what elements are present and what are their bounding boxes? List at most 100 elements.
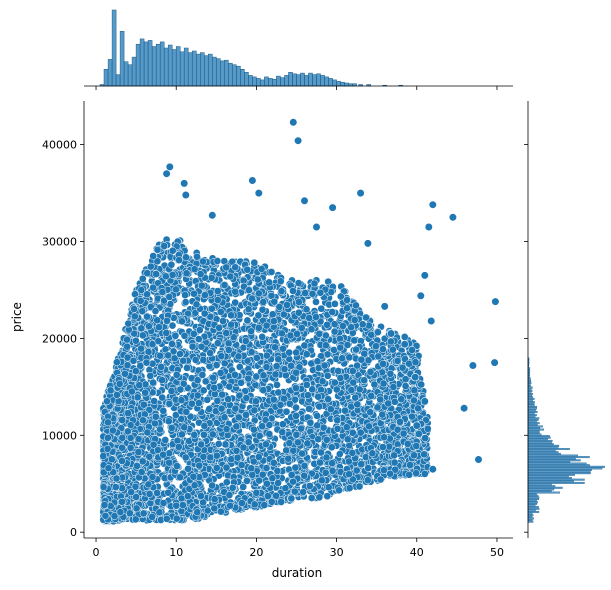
histogram-bar — [240, 69, 245, 87]
scatter-point — [254, 323, 263, 332]
scatter-point — [199, 498, 207, 507]
scatter-point — [268, 474, 277, 483]
histogram-bar — [135, 43, 141, 87]
histogram-bar — [527, 473, 575, 476]
histogram-bar — [111, 9, 117, 87]
histogram-bar — [527, 452, 561, 455]
histogram-bar — [527, 431, 540, 434]
scatter-point — [237, 378, 245, 387]
scatter-point — [250, 258, 259, 267]
scatter-point — [258, 305, 267, 314]
histogram-bar — [527, 428, 545, 431]
scatter-point — [168, 271, 177, 279]
scatter-point — [390, 397, 399, 406]
scatter-point — [328, 466, 337, 475]
scatter-point — [231, 370, 239, 379]
histogram-bar — [340, 81, 345, 87]
scatter-point — [373, 403, 382, 412]
histogram-bar — [236, 65, 241, 87]
scatter-point — [317, 448, 325, 457]
scatter-point — [201, 291, 209, 299]
scatter-point — [145, 322, 153, 331]
scatter-point — [292, 430, 301, 439]
scatter-point — [200, 422, 209, 430]
scatter-point — [225, 491, 234, 499]
histogram-bar — [131, 56, 137, 87]
scatter-point — [179, 501, 187, 509]
scatter-point — [274, 388, 283, 397]
scatter-point — [222, 263, 231, 272]
histogram-bar — [139, 38, 145, 87]
scatter-point — [269, 458, 278, 467]
scatter-point — [351, 393, 360, 402]
histogram-bar — [248, 75, 253, 87]
scatter-point — [302, 305, 311, 314]
scatter-point — [285, 399, 294, 408]
scatter-point — [353, 400, 362, 409]
scatter-point — [193, 252, 201, 261]
histogram-bar — [264, 76, 269, 87]
histogram-bar — [527, 504, 536, 507]
histogram-bar — [212, 56, 217, 87]
scatter-point — [208, 481, 216, 490]
scatter-point — [274, 479, 282, 487]
histogram-bar — [527, 391, 532, 394]
scatter-point — [141, 388, 150, 397]
scatter-point — [155, 508, 164, 517]
scatter-point — [324, 395, 332, 403]
histogram-bar — [204, 55, 209, 87]
scatter-point — [274, 355, 283, 364]
histogram-bar — [256, 78, 261, 87]
histogram-bar — [220, 60, 225, 87]
histogram-bar — [163, 47, 169, 87]
scatter-point — [276, 277, 285, 286]
scatter-point — [292, 403, 300, 412]
histogram-bar — [527, 486, 563, 489]
histogram-bar — [183, 47, 189, 87]
histogram-bar — [147, 40, 153, 87]
scatter-point — [292, 412, 300, 420]
histogram-bar — [527, 496, 540, 499]
histogram-bar — [527, 389, 533, 392]
scatter-point — [285, 439, 294, 447]
scatter-point — [208, 430, 217, 439]
histogram-bar — [296, 74, 301, 87]
histogram-bar — [527, 490, 552, 492]
scatter-point — [224, 346, 233, 354]
scatter-point — [397, 395, 406, 404]
scatter-point — [333, 424, 342, 433]
scatter-point — [247, 464, 256, 473]
scatter-point — [264, 492, 272, 500]
scatter-point — [254, 453, 263, 461]
scatter-point — [334, 367, 343, 375]
scatter-point — [294, 279, 303, 287]
scatter-point — [159, 450, 167, 459]
scatter-point — [139, 400, 148, 409]
scatter-point — [210, 504, 219, 513]
scatter-point — [262, 464, 271, 472]
scatter-point — [250, 500, 259, 509]
scatter-point — [118, 416, 127, 424]
scatter-point — [167, 387, 176, 395]
scatter-point — [389, 345, 397, 354]
scatter-point — [315, 493, 324, 502]
scatter-point — [312, 298, 320, 306]
scatter-point — [278, 428, 287, 437]
histogram-bar — [127, 64, 133, 87]
histogram-bar — [344, 82, 349, 87]
scatter-point — [278, 329, 286, 338]
histogram-bar — [143, 41, 149, 87]
histogram-bar — [527, 459, 581, 462]
scatter-point — [190, 265, 199, 274]
histogram-bar — [232, 64, 237, 87]
scatter-point — [222, 329, 231, 337]
scatter-point — [302, 350, 311, 359]
scatter-point — [314, 392, 323, 401]
scatter-point — [292, 348, 301, 357]
scatter-point — [320, 361, 329, 370]
scatter-point — [232, 446, 241, 455]
histogram-bar — [320, 75, 325, 87]
scatter-point — [231, 263, 240, 272]
histogram-bar — [159, 41, 165, 87]
scatter-point — [162, 514, 171, 523]
